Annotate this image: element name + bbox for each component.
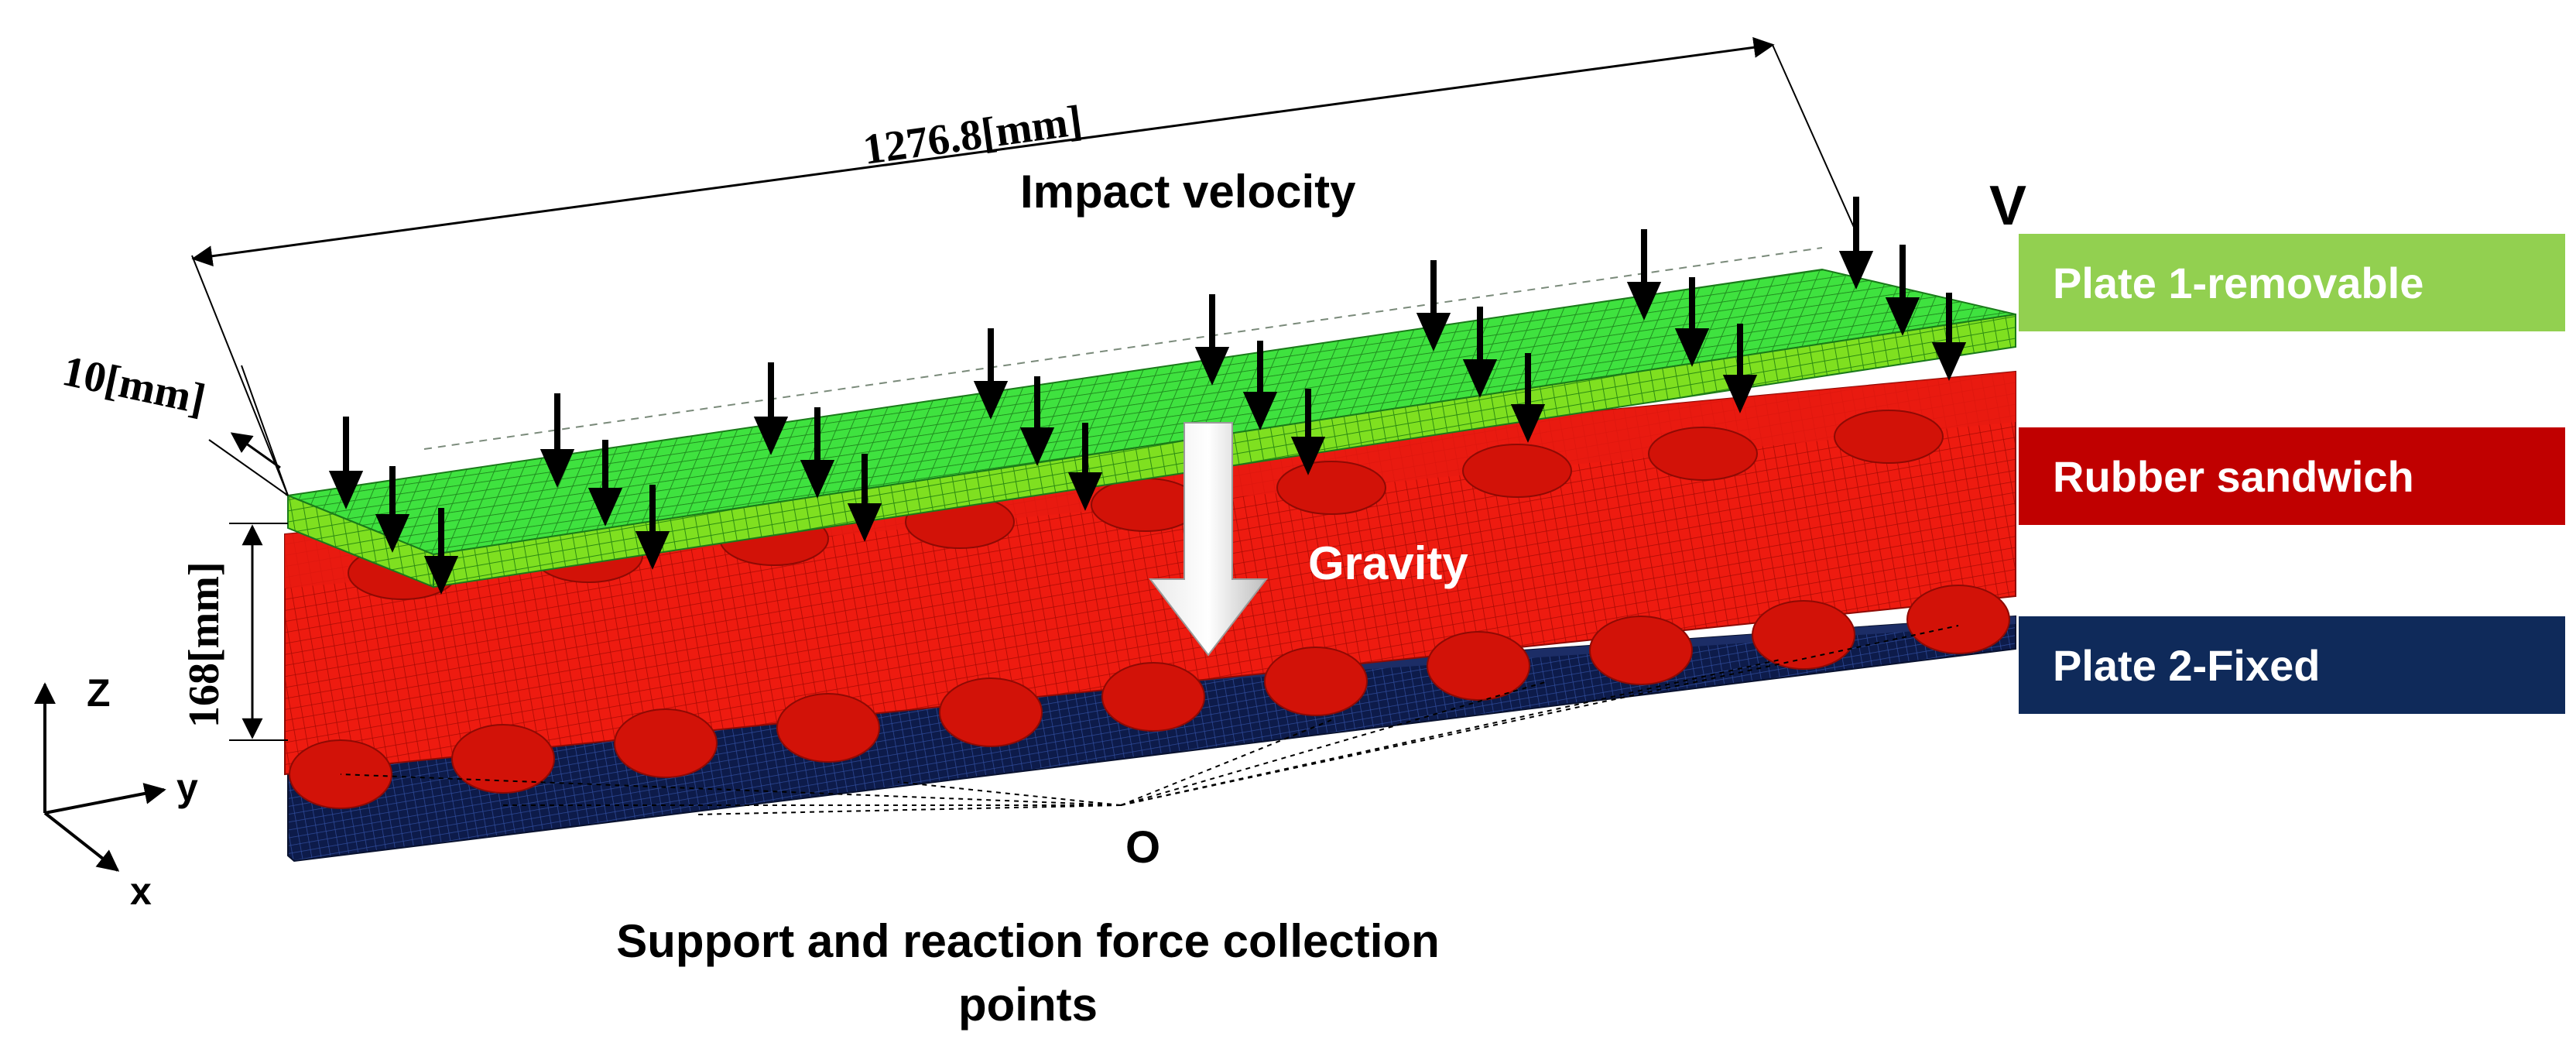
coordinate-axes [34, 682, 166, 872]
velocity-arrow [1722, 324, 1758, 413]
support-points-leaders [340, 625, 1959, 815]
legend-label: Plate 1-removable [2053, 258, 2424, 307]
velocity-arrow [635, 485, 670, 570]
height-dimension-label: 168[mm] [180, 561, 228, 728]
velocity-arrow [753, 362, 789, 455]
origin-label: O [1125, 822, 1160, 873]
axis-x-label: x [130, 869, 152, 913]
velocity-arrow [1242, 341, 1278, 430]
axis-z-label: Z [87, 671, 111, 715]
legend-rubber-sandwich: Rubber sandwich [2019, 427, 2565, 525]
velocity-arrow [423, 508, 459, 595]
axis-y-label: y [176, 766, 198, 809]
thickness-dimension [208, 365, 289, 496]
velocity-arrow [587, 440, 623, 526]
length-dimension [191, 36, 1857, 496]
velocity-arrow [1626, 229, 1662, 321]
velocity-arrow [375, 466, 410, 553]
support-caption-line2: points [958, 979, 1098, 1031]
legend-label: Plate 2-Fixed [2053, 640, 2321, 690]
velocity-arrow [973, 328, 1009, 420]
velocity-arrow [847, 454, 882, 542]
velocity-arrow [1931, 293, 1967, 381]
velocity-arrow [1885, 245, 1920, 336]
thickness-dimension-label: 10[mm] [58, 347, 209, 424]
legend-plate-2-fixed: Plate 2-Fixed [2019, 616, 2565, 714]
length-dimension-label: 1276.8[mm] [860, 97, 1084, 174]
plate-outline-dashed [423, 247, 1823, 450]
velocity-arrow [1674, 277, 1710, 367]
gravity-arrow [1148, 422, 1269, 657]
impact-velocity-label: Impact velocity [1020, 166, 1356, 218]
gravity-label: Gravity [1308, 537, 1468, 589]
velocity-arrow [800, 407, 835, 499]
velocity-arrow [1462, 307, 1498, 398]
velocity-symbol: V [1989, 175, 2026, 237]
velocity-arrow [1290, 389, 1326, 475]
impact-velocity-arrows [328, 197, 1967, 595]
legend-label: Rubber sandwich [2053, 451, 2414, 501]
velocity-arrow [328, 417, 364, 509]
velocity-arrow [1838, 197, 1874, 290]
velocity-arrow [540, 393, 575, 488]
support-caption-line1: Support and reaction force collection [616, 915, 1439, 967]
velocity-arrow [1510, 353, 1546, 443]
height-dimension [229, 523, 288, 741]
velocity-arrow [1194, 294, 1230, 386]
legend-plate-1-removable: Plate 1-removable [2019, 234, 2565, 331]
velocity-arrow [1416, 260, 1451, 352]
velocity-arrow [1019, 376, 1055, 466]
velocity-arrow [1067, 423, 1103, 511]
